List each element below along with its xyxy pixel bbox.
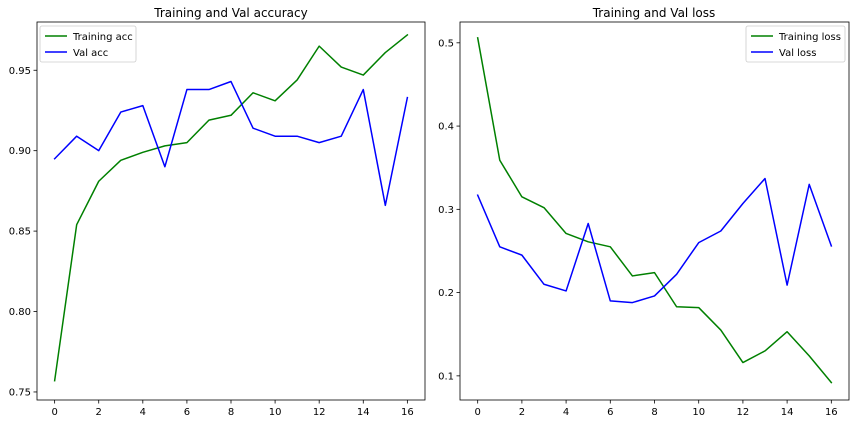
- accuracy-x-tick-label: 8: [228, 407, 234, 418]
- loss-legend-label-val: Val loss: [779, 48, 816, 59]
- accuracy-legend: Training acc Val acc: [39, 25, 137, 63]
- loss-legend-box: [745, 25, 846, 63]
- loss-x-tick-label: 2: [519, 407, 525, 418]
- loss-y-tick-label: 0.3: [438, 205, 454, 216]
- accuracy-legend-label-training: Training acc: [72, 32, 133, 43]
- accuracy-y-tick-label: 0.95: [9, 66, 31, 77]
- loss-x-tick-label: 4: [563, 407, 569, 418]
- loss-y-tick-label: 0.5: [438, 38, 454, 49]
- accuracy-y-tick-label: 0.75: [9, 387, 31, 398]
- loss-legend: Training loss Val loss: [745, 25, 846, 63]
- accuracy-x-tick-label: 12: [313, 407, 326, 418]
- accuracy-y-tick-label: 0.90: [9, 146, 31, 157]
- accuracy-x-tick-label: 4: [140, 407, 146, 418]
- loss-val-line: [476, 177, 833, 304]
- loss-x-tick-label: 16: [825, 407, 838, 418]
- accuracy-chart-title: Training and Val accuracy: [153, 6, 307, 20]
- loss-x-tick-label: 8: [651, 407, 657, 418]
- accuracy-series-layer: [53, 33, 409, 382]
- loss-ticks-layer: 0 2 4 6 8 10 12 14 16 0.1 0.2 0.3 0.4 0.5: [438, 38, 838, 418]
- accuracy-ticks-layer: 0 2 4 6 8 10 12 14 16 0.75 0.80 0.85 0.90 0.95: [9, 66, 414, 418]
- accuracy-chart: Training and Val accuracy 0 2 4 6 8 10 12 14 160…: [9, 6, 426, 418]
- accuracy-val-line: [53, 80, 409, 207]
- accuracy-legend-label-val: Val acc: [73, 48, 108, 59]
- loss-chart: Training and Val loss 0 2 4 6 8 10 12 14 16 0.1 0.…: [438, 6, 850, 418]
- loss-x-tick-label: 0: [474, 407, 480, 418]
- loss-x-tick-label: 12: [737, 407, 750, 418]
- loss-series-layer: [476, 36, 833, 384]
- loss-y-tick-label: 0.4: [438, 122, 454, 133]
- accuracy-x-tick-label: 6: [184, 407, 190, 418]
- loss-x-tick-label: 6: [607, 407, 613, 418]
- accuracy-legend-box: [39, 25, 137, 63]
- loss-chart-title: Training and Val loss: [592, 6, 716, 20]
- accuracy-y-tick-label: 0.85: [9, 227, 31, 238]
- accuracy-x-tick-label: 14: [357, 407, 370, 418]
- loss-x-tick-label: 10: [692, 407, 705, 418]
- loss-x-tick-label: 14: [781, 407, 794, 418]
- accuracy-x-tick-label: 10: [269, 407, 282, 418]
- loss-y-tick-label: 0.2: [438, 288, 454, 299]
- accuracy-training-line: [53, 33, 409, 382]
- accuracy-x-tick-label: 2: [96, 407, 102, 418]
- accuracy-y-tick-label: 0.80: [9, 307, 31, 318]
- loss-training-line: [476, 36, 833, 384]
- loss-legend-label-training: Training loss: [778, 32, 841, 43]
- accuracy-x-tick-label: 16: [401, 407, 414, 418]
- accuracy-x-tick-label: 0: [51, 407, 57, 418]
- loss-y-tick-label: 0.1: [438, 371, 454, 382]
